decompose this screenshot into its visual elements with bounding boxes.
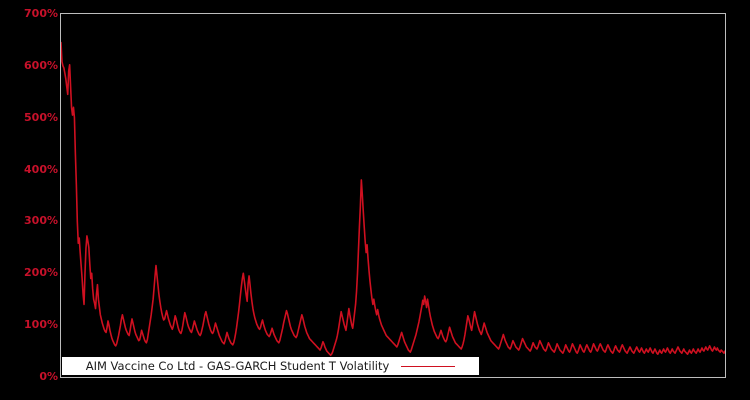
y-tick-label: 200% xyxy=(24,266,58,280)
y-tick-label: 700% xyxy=(24,7,58,20)
chart-legend: AIM Vaccine Co Ltd - GAS-GARCH Student T… xyxy=(62,357,479,375)
y-tick-label: 100% xyxy=(24,318,58,332)
y-tick-label: 400% xyxy=(24,162,58,176)
y-tick-label: 300% xyxy=(24,214,58,228)
y-axis-tick-labels: 0% 100% 200% 300% 400% 500% 600% 700% xyxy=(0,0,58,400)
series-line-path xyxy=(61,41,725,357)
y-tick-label: 600% xyxy=(24,58,58,72)
legend-line-swatch xyxy=(401,365,456,367)
legend-label: AIM Vaccine Co Ltd - GAS-GARCH Student T… xyxy=(85,359,390,373)
volatility-series-plot xyxy=(61,41,725,357)
y-tick-label: 500% xyxy=(24,110,58,124)
plot-area-frame xyxy=(60,13,726,378)
y-tick-label: 0% xyxy=(39,370,58,383)
